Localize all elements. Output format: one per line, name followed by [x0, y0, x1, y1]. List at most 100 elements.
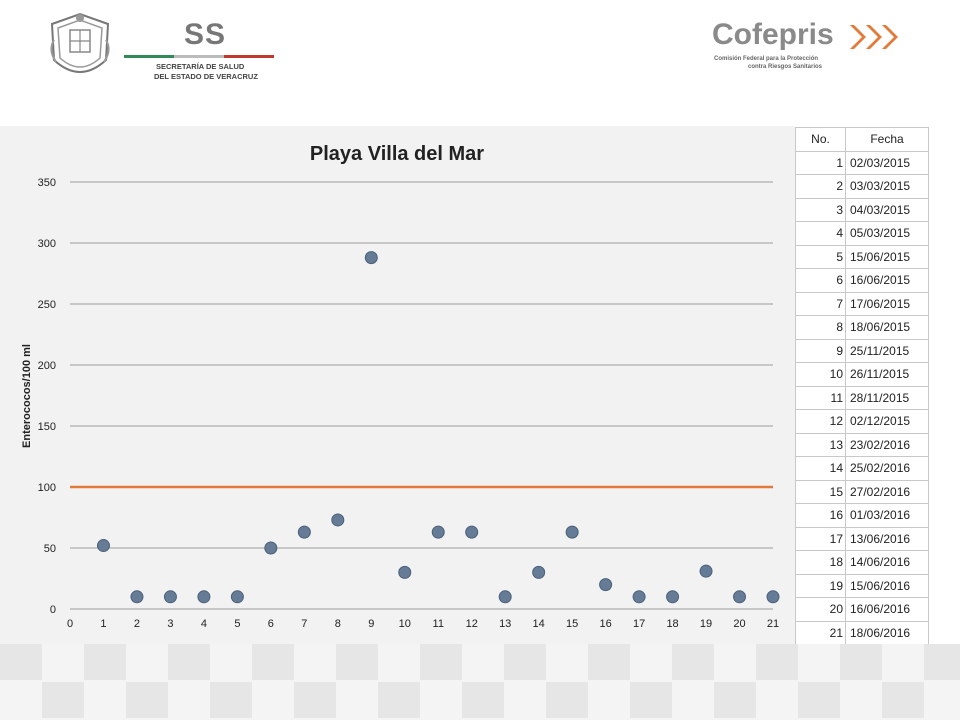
table-header-row: No. Fecha — [795, 127, 929, 152]
table-row: 2 03/03/2015 — [795, 174, 929, 199]
row-date: 03/03/2015 — [845, 174, 929, 199]
arrows-icon — [850, 25, 898, 49]
row-number: 9 — [795, 338, 846, 363]
table-body: 1 02/03/2015 2 03/03/2015 3 04/03/2015 4 05/03/… — [795, 150, 929, 645]
data-point — [297, 525, 311, 539]
x-tick-label: 12 — [466, 618, 478, 630]
data-point — [666, 590, 680, 604]
data-point — [599, 578, 613, 592]
scatter-chart: Playa Villa del Mar Enterococos/100 ml 0… — [21, 143, 780, 630]
row-number: 2 — [795, 174, 846, 199]
x-tick-label: 21 — [767, 618, 779, 630]
footer-tile — [0, 644, 42, 680]
header: SS SECRETARÍA DE SALUD DEL ESTADO DE VER… — [0, 0, 960, 126]
data-point — [632, 590, 646, 604]
x-tick-label: 7 — [301, 618, 307, 630]
x-tick-label: 14 — [533, 618, 545, 630]
footer-tile — [462, 682, 504, 718]
table-row: 18 14/06/2016 — [795, 550, 929, 575]
cofepris-subtitle-2: contra Riesgos Sanitarios — [748, 64, 823, 70]
footer-tile — [714, 682, 756, 718]
ss-divider-line — [124, 55, 274, 58]
header-fecha: Fecha — [845, 127, 929, 152]
data-point — [163, 590, 177, 604]
row-date: 15/06/2016 — [845, 573, 929, 598]
footer-pattern — [0, 644, 960, 720]
dates-table: No. Fecha 1 02/03/2015 2 03/03/2015 3 04/03/2… — [795, 127, 929, 645]
veracruz-coat-of-arms-logo — [48, 10, 112, 89]
table-row: 8 18/06/2015 — [795, 315, 929, 340]
row-date: 27/02/2016 — [845, 479, 929, 504]
table-row: 14 25/02/2016 — [795, 456, 929, 481]
row-number: 17 — [795, 526, 846, 551]
x-tick-label: 10 — [399, 618, 411, 630]
table-row: 12 02/12/2015 — [795, 409, 929, 434]
y-tick-label: 200 — [38, 360, 56, 372]
footer-tile — [756, 644, 798, 680]
data-point — [431, 525, 445, 539]
x-tick-label: 8 — [335, 618, 341, 630]
data-point — [532, 565, 546, 579]
table-row: 15 27/02/2016 — [795, 479, 929, 504]
x-tick-label: 4 — [201, 618, 207, 630]
row-number: 7 — [795, 291, 846, 316]
table-row: 6 16/06/2015 — [795, 268, 929, 293]
data-point — [331, 513, 345, 527]
row-number: 21 — [795, 620, 846, 645]
table-row: 9 25/11/2015 — [795, 338, 929, 363]
row-date: 02/12/2015 — [845, 409, 929, 434]
y-tick-label: 0 — [50, 604, 56, 616]
row-date: 15/06/2015 — [845, 244, 929, 269]
table-row: 20 16/06/2016 — [795, 597, 929, 622]
footer-tile — [924, 644, 960, 680]
row-number: 15 — [795, 479, 846, 504]
x-tick-label: 1 — [100, 618, 106, 630]
ss-subtitle-2: DEL ESTADO DE VERACRUZ — [154, 72, 258, 81]
ss-mark: SS — [184, 18, 227, 51]
data-points — [96, 251, 780, 604]
table-row: 7 17/06/2015 — [795, 291, 929, 316]
table-row: 10 26/11/2015 — [795, 362, 929, 387]
footer-tile — [84, 644, 126, 680]
x-tick-label: 3 — [167, 618, 173, 630]
data-point — [130, 590, 144, 604]
footer-tile — [420, 644, 462, 680]
row-number: 19 — [795, 573, 846, 598]
x-tick-label: 15 — [566, 618, 578, 630]
x-tick-label: 11 — [433, 618, 444, 630]
cofepris-logo: Cofepris Comisión Federal para la Protec… — [712, 18, 922, 78]
table-row: 17 13/06/2016 — [795, 526, 929, 551]
row-date: 23/02/2016 — [845, 432, 929, 457]
data-point — [498, 590, 512, 604]
row-number: 4 — [795, 221, 846, 246]
table-row: 19 15/06/2016 — [795, 573, 929, 598]
footer-tile — [210, 682, 252, 718]
row-date: 26/11/2015 — [845, 362, 929, 387]
footer-tile — [294, 682, 336, 718]
x-tick-label: 0 — [67, 618, 73, 630]
row-number: 11 — [795, 385, 846, 410]
y-tick-label: 350 — [38, 177, 56, 189]
header-no: No. — [795, 127, 846, 152]
footer-tile — [672, 644, 714, 680]
footer-tile — [588, 644, 630, 680]
row-date: 18/06/2015 — [845, 315, 929, 340]
x-tick-label: 2 — [134, 618, 140, 630]
data-point — [565, 525, 579, 539]
footer-tile — [126, 682, 168, 718]
y-axis-label: Enterococos/100 ml — [21, 344, 33, 448]
chart-panel: Playa Villa del Mar Enterococos/100 ml 0… — [0, 126, 795, 644]
x-tick-label: 18 — [666, 618, 678, 630]
footer-tile — [42, 682, 84, 718]
y-tick-label: 100 — [38, 482, 56, 494]
data-point — [96, 539, 110, 553]
data-point — [465, 525, 479, 539]
row-date: 28/11/2015 — [845, 385, 929, 410]
row-date: 25/02/2016 — [845, 456, 929, 481]
row-number: 1 — [795, 150, 846, 175]
row-number: 10 — [795, 362, 846, 387]
row-date: 25/11/2015 — [845, 338, 929, 363]
footer-tile — [168, 644, 210, 680]
table-row: 4 05/03/2015 — [795, 221, 929, 246]
x-tick-label: 16 — [599, 618, 611, 630]
